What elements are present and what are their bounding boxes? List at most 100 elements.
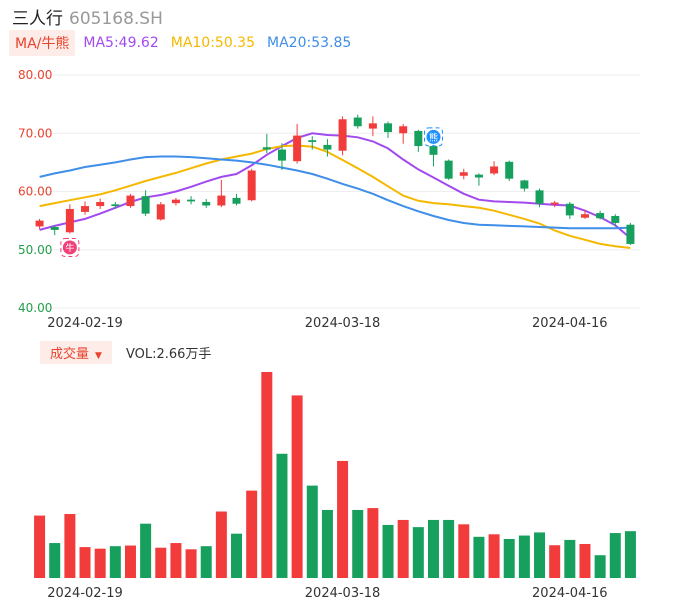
volume-bar <box>231 533 243 578</box>
y-tick-label: 50.00 <box>18 243 52 257</box>
candle-body <box>505 161 514 179</box>
ma10-label: MA10:50.35 <box>170 35 256 51</box>
volume-date-axis: 2024-02-19 2024-03-18 2024-04-16 <box>47 586 607 601</box>
candle-body <box>520 180 529 189</box>
candle-body <box>490 166 499 174</box>
candle-body <box>65 208 74 233</box>
volume-bar <box>488 534 500 578</box>
candle-body <box>384 123 393 133</box>
volume-bar <box>49 543 61 578</box>
volume-bar <box>140 523 152 578</box>
stock-name: 三人行 <box>12 9 63 29</box>
volume-bar <box>458 524 470 578</box>
volume-bar <box>276 453 288 578</box>
candle-body <box>111 204 120 207</box>
candle-body <box>580 214 589 218</box>
ma-indicator-button[interactable]: MA/牛熊 <box>9 30 76 56</box>
x-tick-label: 2024-02-19 <box>47 316 123 331</box>
volume-bar <box>534 532 546 578</box>
volume-bar <box>64 514 76 578</box>
candle-body <box>187 199 196 202</box>
marker-label: 熊 <box>429 131 438 143</box>
candle-body <box>474 174 483 178</box>
ma5-label: MA5:49.62 <box>83 35 159 51</box>
volume-bar <box>518 535 530 578</box>
price-axis: 80.00 70.00 60.00 50.00 40.00 <box>18 68 52 315</box>
volume-bar <box>94 548 106 578</box>
volume-bar <box>352 509 364 578</box>
candle-body <box>247 170 256 201</box>
volume-legend: 成交量 ▼ VOL:2.66万手 <box>40 340 212 364</box>
candle-body <box>429 146 438 155</box>
candle-body <box>550 202 559 205</box>
volume-bar <box>79 547 91 578</box>
y-tick-label: 40.00 <box>18 301 52 315</box>
candle-body <box>217 195 226 206</box>
volume-bar <box>443 519 455 578</box>
volume-bar <box>579 543 591 578</box>
candle-body <box>202 201 211 206</box>
volume-bar <box>306 485 318 578</box>
candle-body <box>323 144 332 150</box>
candle-body <box>596 213 605 219</box>
marker-frame <box>423 127 443 147</box>
x-tick-label: 2024-04-16 <box>532 586 608 601</box>
candle-body <box>444 160 453 179</box>
marker-label: 牛 <box>65 242 74 254</box>
volume-bar <box>564 539 576 578</box>
stock-code: 605168.SH <box>69 9 163 29</box>
candle-body <box>141 196 150 214</box>
candle-body <box>156 204 165 220</box>
bull-icon <box>62 240 77 255</box>
volume-bar <box>200 546 212 578</box>
volume-bar <box>246 490 258 578</box>
x-tick-label: 2024-02-19 <box>47 586 123 601</box>
ma-lines <box>39 132 632 249</box>
candle-body <box>353 117 362 127</box>
volume-bar <box>337 460 349 578</box>
candle-body <box>293 135 302 162</box>
marker-frame <box>60 237 80 257</box>
volume-bar <box>261 372 273 578</box>
volume-bar <box>321 509 333 578</box>
volume-bar <box>397 519 409 578</box>
volume-bar <box>624 531 636 578</box>
volume-bar <box>291 395 303 578</box>
volume-bar <box>170 543 182 578</box>
volume-bar <box>382 524 394 578</box>
stock-title: 三人行 605168.SH <box>12 4 163 29</box>
volume-bar <box>215 511 227 578</box>
ma-line-ma20 <box>39 155 631 230</box>
volume-value: VOL:2.66万手 <box>125 346 212 362</box>
volume-bar <box>34 515 46 578</box>
candle-body <box>338 119 347 151</box>
price-grid <box>30 74 640 309</box>
volume-bar <box>609 533 621 578</box>
x-tick-label: 2024-04-16 <box>532 316 608 331</box>
volume-indicator-button[interactable]: 成交量 ▼ <box>40 340 112 364</box>
signal-markers: 牛熊 <box>60 127 443 257</box>
candle-body <box>565 203 574 216</box>
volume-bars <box>34 372 636 578</box>
caret-down-icon: ▼ <box>95 350 102 361</box>
volume-bar <box>155 547 167 578</box>
y-tick-label: 70.00 <box>18 126 52 140</box>
ma-line-ma10 <box>39 144 631 249</box>
x-tick-label: 2024-03-18 <box>305 586 381 601</box>
candle-body <box>277 149 286 161</box>
volume-bar <box>412 527 424 578</box>
volume-bar <box>367 508 379 578</box>
volume-bar <box>185 549 197 578</box>
volume-button-label: 成交量 <box>50 346 90 362</box>
ma-line-ma5 <box>39 132 632 239</box>
y-tick-label: 80.00 <box>18 68 52 82</box>
ma-legend: MA/牛熊 MA5:49.62 MA10:50.35 MA20:53.85 <box>9 30 363 56</box>
candle-body <box>368 123 377 129</box>
candle-body <box>308 140 317 142</box>
candle-body <box>611 215 620 223</box>
candle-body <box>232 197 241 204</box>
candle-body <box>81 206 90 212</box>
candle-body <box>35 220 44 227</box>
candlesticks <box>35 114 635 246</box>
